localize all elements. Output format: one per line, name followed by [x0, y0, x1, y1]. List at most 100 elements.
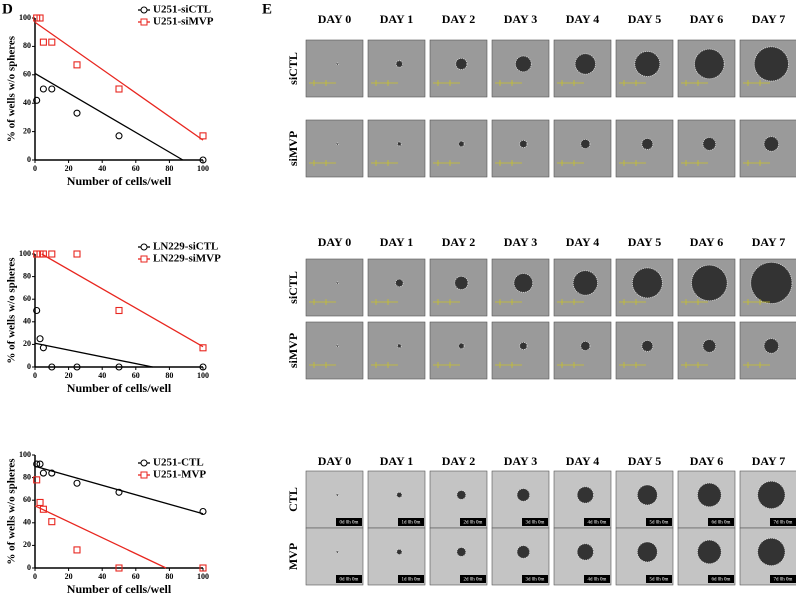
legend-marker: [140, 6, 148, 14]
timestamp: 4d 0h 0m: [588, 521, 607, 526]
timestamp-box: [522, 518, 548, 526]
scale-bar: [619, 299, 646, 305]
point: [73, 363, 81, 371]
point: [39, 250, 47, 258]
column-header: DAY 3: [504, 12, 537, 26]
sphere: [396, 491, 403, 498]
point: [48, 38, 56, 46]
legend-marker: [140, 459, 148, 467]
sphere: [458, 140, 465, 148]
micrograph: [491, 119, 550, 178]
sphere: [580, 138, 591, 149]
point: [115, 488, 123, 496]
sphere: [636, 484, 658, 506]
point: [73, 250, 81, 258]
point: [33, 460, 41, 468]
fit-line: [34, 342, 153, 368]
sphere: [702, 339, 717, 353]
x-tick-label: 0: [33, 371, 37, 380]
timestamp: 6d 0h 0m: [712, 578, 731, 583]
row-label: MVP: [286, 543, 300, 570]
timestamp: 0d 0h 0m: [340, 578, 359, 583]
y-tick-label: 20: [23, 126, 31, 135]
sphere: [396, 548, 403, 555]
legend-label: U251-siCTL: [153, 4, 211, 16]
sphere: [634, 51, 661, 77]
timestamp-box: [770, 575, 796, 583]
x-tick-label: 100: [197, 164, 209, 173]
timestamp: 7d 0h 0m: [774, 521, 793, 526]
micrograph: [367, 258, 426, 317]
point: [199, 564, 207, 572]
scale-bar: [495, 362, 522, 368]
sphere: [397, 343, 402, 349]
scale-bar: [495, 160, 522, 166]
sphere: [753, 46, 789, 82]
x-axis-label: Number of cells/well: [67, 381, 172, 395]
y-tick-label: 40: [23, 317, 31, 326]
sphere: [580, 340, 591, 351]
sphere: [750, 261, 793, 304]
legend-marker: [140, 471, 148, 479]
sphere: [519, 139, 528, 149]
scale-bar: [371, 299, 398, 305]
micrograph: [553, 119, 612, 178]
column-header: DAY 4: [566, 12, 599, 26]
timestamp-box: [336, 575, 362, 583]
legend-label: U251-siMVP: [153, 16, 214, 28]
sphere: [757, 537, 786, 567]
row-label: siCTL: [286, 271, 300, 304]
point: [115, 132, 123, 140]
x-tick-label: 40: [98, 371, 106, 380]
fit-line: [34, 72, 184, 161]
column-header: DAY 0: [318, 12, 351, 26]
legend-label: LN229-siCTL: [153, 241, 218, 253]
sphere: [702, 137, 717, 151]
point: [39, 505, 47, 513]
sphere: [516, 488, 531, 502]
point: [115, 306, 123, 315]
scale-bar: [557, 80, 584, 86]
legend-marker: [140, 18, 148, 26]
y-axis-label: % of wells w/o spheres: [6, 458, 18, 565]
scale-bar: [371, 362, 398, 368]
scale-bar: [495, 80, 522, 86]
point: [48, 518, 56, 526]
column-header: DAY 0: [318, 454, 351, 468]
scale-bar: [681, 80, 708, 86]
micrograph: [677, 527, 736, 586]
column-header: DAY 4: [566, 235, 599, 249]
x-tick-label: 0: [33, 164, 37, 173]
sphere: [574, 53, 596, 75]
point: [36, 335, 44, 343]
x-tick-label: 40: [98, 572, 106, 581]
x-tick-label: 60: [132, 371, 140, 380]
column-header: DAY 5: [628, 235, 661, 249]
micrograph: [367, 119, 426, 178]
timestamp: 3d 0h 0m: [526, 578, 545, 583]
y-tick-label: 60: [23, 294, 31, 303]
column-header: DAY 6: [690, 454, 723, 468]
sphere: [454, 275, 469, 290]
y-axis-label: % of wells w/o spheres: [6, 257, 18, 364]
scale-bar: [743, 80, 770, 86]
sphere: [641, 138, 654, 150]
y-tick-label: 100: [19, 249, 31, 258]
x-axis-label: Number of cells/well: [67, 174, 172, 188]
point: [199, 344, 207, 352]
point: [48, 85, 56, 93]
sphere: [515, 55, 532, 73]
scale-bar: [619, 80, 646, 86]
point: [33, 306, 41, 315]
fit-line: [34, 465, 204, 515]
x-tick-label: 80: [165, 164, 173, 173]
timestamp: 4d 0h 0m: [588, 578, 607, 583]
y-tick-label: 0: [27, 362, 31, 371]
micrograph: [305, 119, 364, 178]
timestamp: 2d 0h 0m: [464, 521, 483, 526]
x-tick-label: 20: [65, 371, 73, 380]
scale-bar: [557, 362, 584, 368]
scale-bar: [681, 299, 708, 305]
timestamp-box: [646, 518, 672, 526]
